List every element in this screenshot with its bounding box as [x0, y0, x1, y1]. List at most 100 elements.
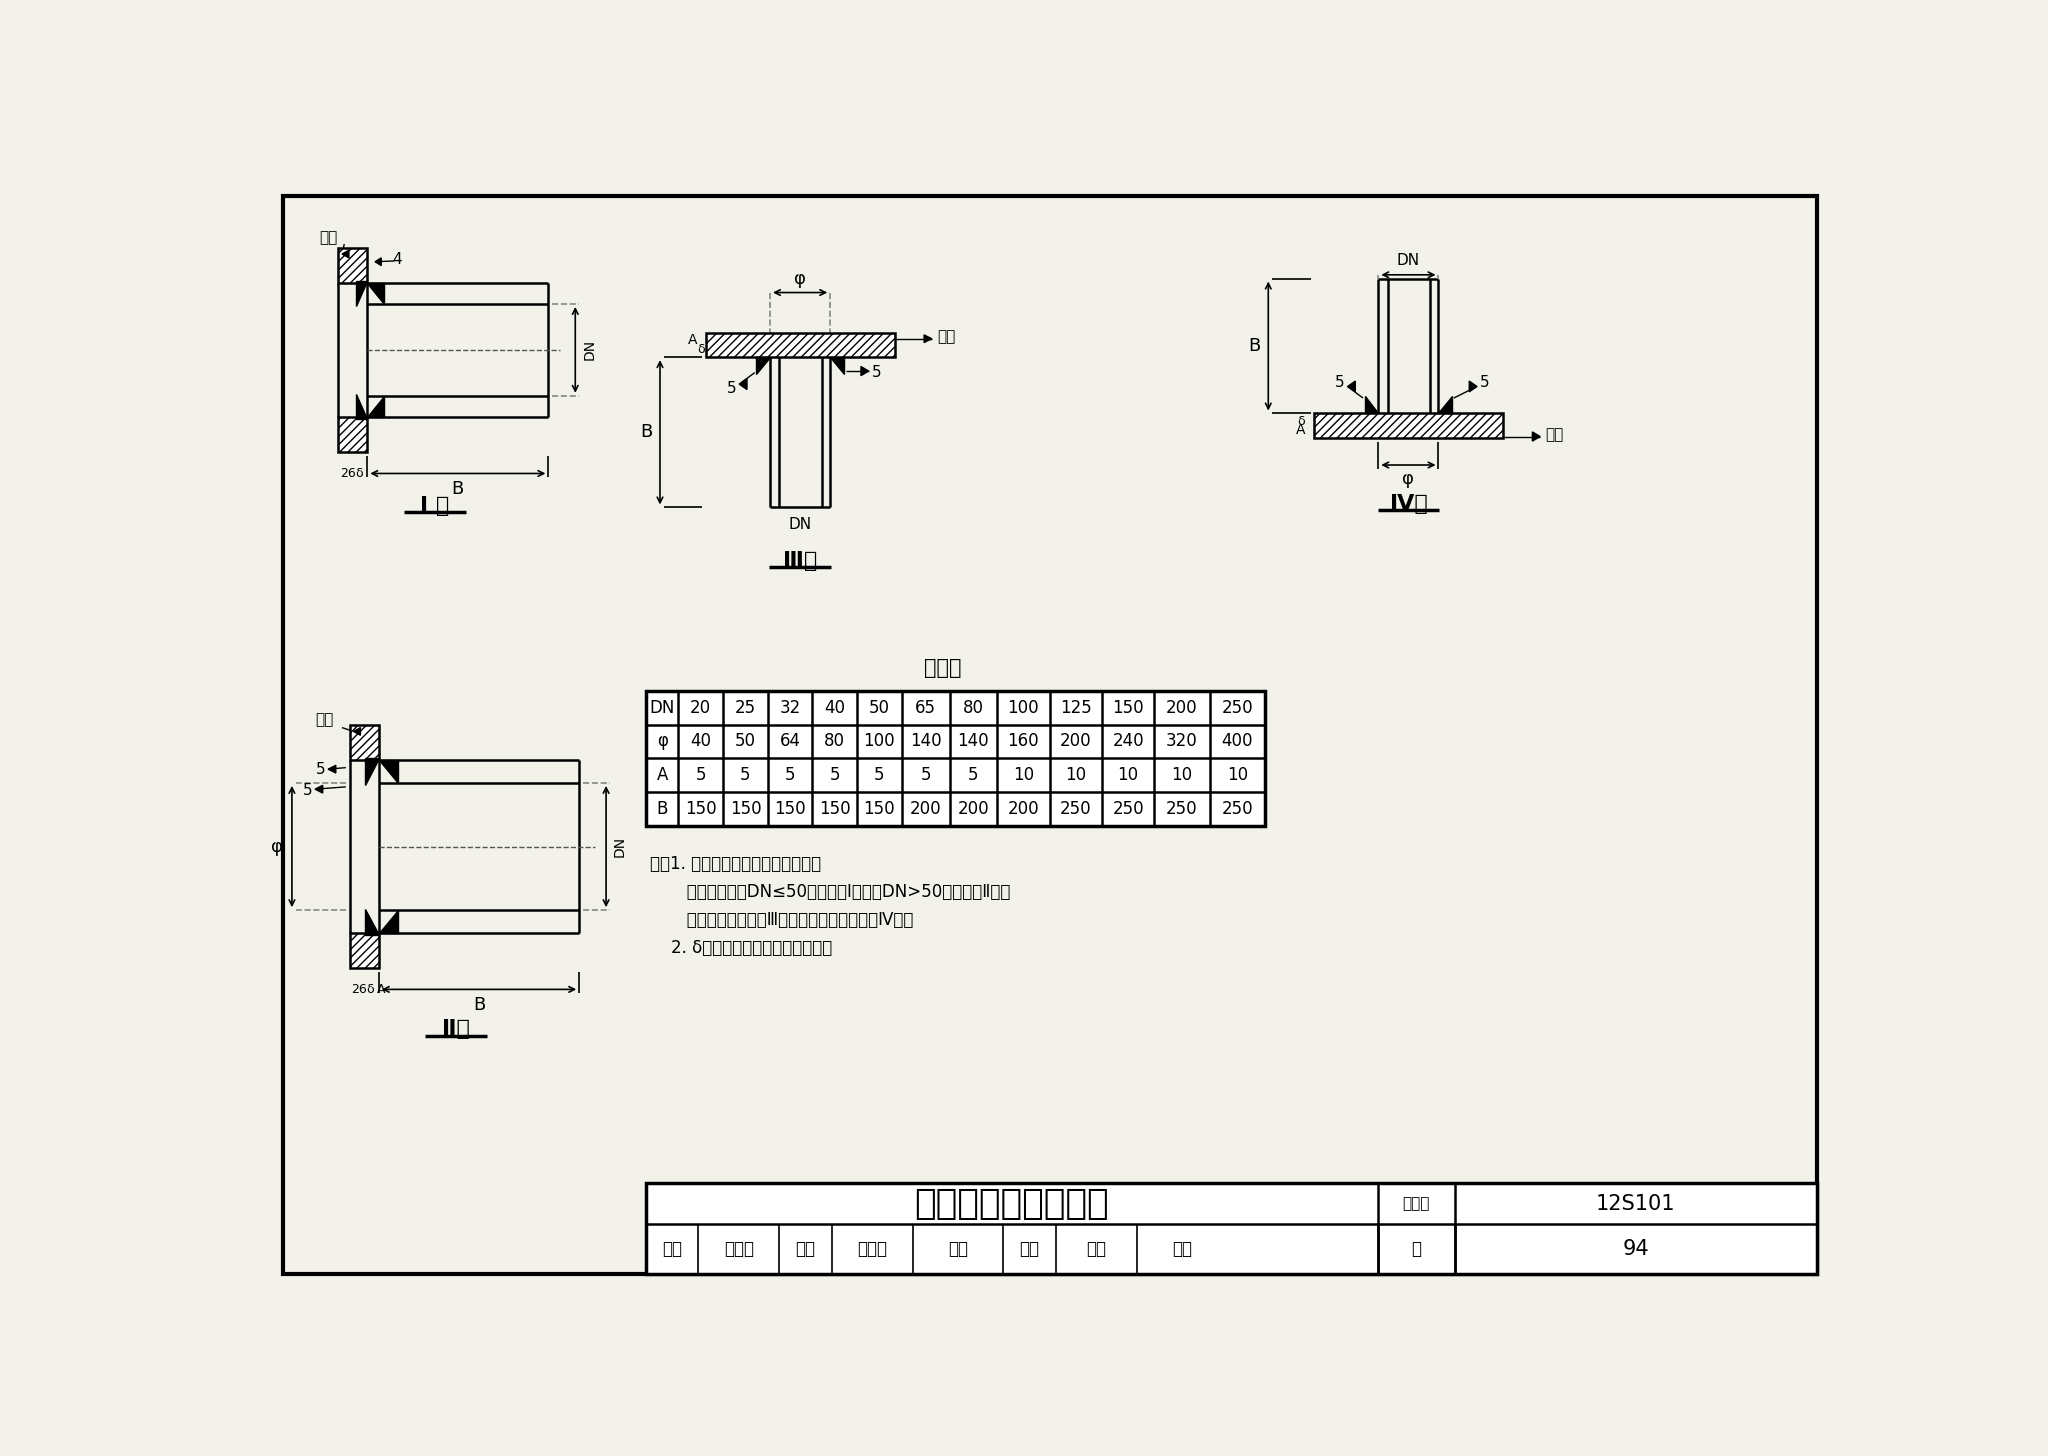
Text: Ⅰ 型: Ⅰ 型 [420, 496, 449, 515]
Text: 注：1. 水筱配管管接头分四种型式：: 注：1. 水筱配管管接头分四种型式： [649, 856, 821, 874]
Text: 250: 250 [1165, 801, 1198, 818]
Text: δ: δ [1296, 415, 1305, 428]
Text: φ: φ [657, 732, 668, 750]
Text: 5: 5 [874, 766, 885, 785]
Bar [645, 690, 1266, 826]
Text: 250: 250 [1112, 801, 1145, 818]
Text: A: A [377, 983, 385, 996]
Polygon shape [1532, 432, 1540, 441]
Text: 12S101: 12S101 [1595, 1194, 1675, 1214]
Polygon shape [1348, 381, 1356, 392]
Text: 20: 20 [690, 699, 711, 716]
Text: 64: 64 [780, 732, 801, 750]
Text: 5: 5 [727, 380, 737, 396]
Bar [338, 248, 367, 282]
Text: 设计: 设计 [1020, 1241, 1040, 1258]
Text: 图集号: 图集号 [1403, 1197, 1430, 1211]
Text: 150: 150 [684, 801, 717, 818]
Text: 杨启东: 杨启东 [858, 1241, 887, 1258]
Text: 尺寸表: 尺寸表 [924, 658, 961, 677]
Text: 150: 150 [864, 801, 895, 818]
Text: 笱底配管接头采用Ⅲ型，笱顶配管接头采用Ⅳ型。: 笱底配管接头采用Ⅲ型，笱顶配管接头采用Ⅳ型。 [649, 911, 913, 929]
Text: 200: 200 [909, 801, 942, 818]
Text: 白金多: 白金多 [723, 1241, 754, 1258]
Polygon shape [379, 760, 397, 783]
Polygon shape [860, 367, 868, 376]
Text: 150: 150 [729, 801, 762, 818]
Text: 250: 250 [1223, 699, 1253, 716]
Text: 5: 5 [829, 766, 840, 785]
Polygon shape [365, 909, 379, 935]
Text: 审核: 审核 [662, 1241, 682, 1258]
Text: DN: DN [612, 836, 627, 858]
Text: 140: 140 [958, 732, 989, 750]
Text: DN: DN [1397, 253, 1419, 268]
Text: 26: 26 [350, 983, 367, 996]
Text: A: A [688, 333, 696, 348]
Text: 200: 200 [1061, 732, 1092, 750]
Polygon shape [1438, 396, 1452, 414]
Text: 250: 250 [1223, 801, 1253, 818]
Text: 10: 10 [1171, 766, 1192, 785]
Text: 200: 200 [1008, 801, 1038, 818]
Text: 65: 65 [915, 699, 936, 716]
Bar [350, 725, 379, 760]
Text: 4: 4 [391, 252, 401, 266]
Bar [350, 933, 379, 968]
Text: DN: DN [788, 517, 811, 531]
Polygon shape [354, 728, 360, 735]
Text: 125: 125 [1061, 699, 1092, 716]
Text: 26: 26 [340, 467, 356, 480]
Text: 10: 10 [1118, 766, 1139, 785]
Text: φ: φ [1403, 470, 1415, 488]
Text: 100: 100 [1008, 699, 1038, 716]
Text: 校对: 校对 [795, 1241, 815, 1258]
Polygon shape [756, 357, 770, 374]
Polygon shape [356, 281, 367, 306]
Text: δ: δ [354, 467, 362, 480]
Bar [707, 332, 895, 357]
Text: 80: 80 [963, 699, 983, 716]
Text: 10: 10 [1065, 766, 1085, 785]
Text: 32: 32 [780, 699, 801, 716]
Text: 2. δ为水筱壁（顶、底）的板厚。: 2. δ为水筱壁（顶、底）的板厚。 [649, 939, 831, 957]
Text: 仕次: 仕次 [1171, 1241, 1192, 1258]
Text: 10: 10 [1014, 766, 1034, 785]
Text: 5: 5 [872, 365, 881, 380]
Bar [338, 418, 367, 451]
Text: 5: 5 [920, 766, 932, 785]
Text: B: B [473, 996, 485, 1013]
Text: Ⅲ型: Ⅲ型 [782, 552, 817, 571]
Text: Ⅳ型: Ⅳ型 [1389, 494, 1427, 514]
Text: 5: 5 [739, 766, 752, 785]
Text: δ: δ [367, 983, 375, 996]
Polygon shape [367, 282, 385, 304]
Text: 50: 50 [735, 732, 756, 750]
Text: 320: 320 [1165, 732, 1198, 750]
Text: A: A [657, 766, 668, 785]
Text: B: B [657, 801, 668, 818]
Polygon shape [739, 379, 748, 390]
Text: 40: 40 [690, 732, 711, 750]
Text: 5: 5 [969, 766, 979, 785]
Text: 水箱配管接头安装图: 水箱配管接头安装图 [915, 1187, 1110, 1222]
Polygon shape [315, 785, 324, 794]
Text: 150: 150 [1112, 699, 1145, 716]
Text: 150: 150 [819, 801, 850, 818]
Text: δ: δ [698, 344, 705, 357]
Text: 笱壁: 笱壁 [315, 712, 334, 728]
Polygon shape [365, 759, 379, 785]
Text: 笱壁: 笱壁 [319, 230, 338, 246]
Text: 50: 50 [868, 699, 891, 716]
Text: 25: 25 [735, 699, 756, 716]
Polygon shape [375, 258, 381, 265]
Text: 任放: 任放 [1085, 1241, 1106, 1258]
Text: Ⅱ型: Ⅱ型 [442, 1019, 469, 1040]
Text: 200: 200 [1165, 699, 1198, 716]
Text: 笱壁配管：当DN≤50时，采用Ⅰ型；当DN>50时，采用Ⅱ型。: 笱壁配管：当DN≤50时，采用Ⅰ型；当DN>50时，采用Ⅱ型。 [649, 884, 1010, 901]
Text: 400: 400 [1223, 732, 1253, 750]
Text: 160: 160 [1008, 732, 1038, 750]
Bar [645, 1184, 1817, 1274]
Text: 页: 页 [1411, 1241, 1421, 1258]
Text: 5: 5 [1335, 376, 1346, 390]
